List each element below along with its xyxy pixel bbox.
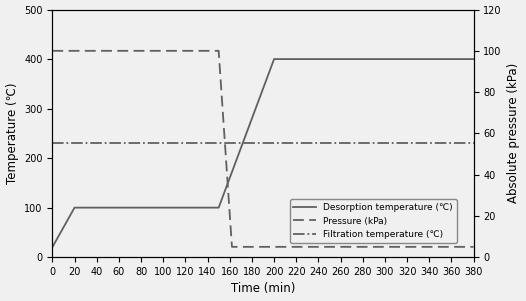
Legend: Desorption temperature (℃), Pressure (kPa), Filtration temperature (℃): Desorption temperature (℃), Pressure (kP… (290, 200, 457, 243)
Desorption temperature (℃) (72, 206, 78, 209)
Desorption temperature (℃) (216, 206, 222, 209)
Y-axis label: Temperature (℃): Temperature (℃) (6, 82, 18, 184)
Desorption temperature (℃) (471, 57, 477, 61)
Pressure (kPa) (216, 49, 222, 53)
Line: Pressure (kPa): Pressure (kPa) (52, 51, 474, 247)
Desorption temperature (℃) (271, 57, 277, 61)
Line: Desorption temperature (℃): Desorption temperature (℃) (52, 59, 474, 247)
X-axis label: Time (min): Time (min) (231, 282, 295, 296)
Pressure (kPa) (229, 245, 235, 249)
Pressure (kPa) (229, 245, 235, 249)
Y-axis label: Absolute pressure (kPa): Absolute pressure (kPa) (508, 63, 520, 203)
Desorption temperature (℃) (216, 206, 222, 209)
Desorption temperature (℃) (49, 245, 55, 249)
Pressure (kPa) (216, 49, 222, 53)
Pressure (kPa) (49, 49, 55, 53)
Pressure (kPa) (471, 245, 477, 249)
